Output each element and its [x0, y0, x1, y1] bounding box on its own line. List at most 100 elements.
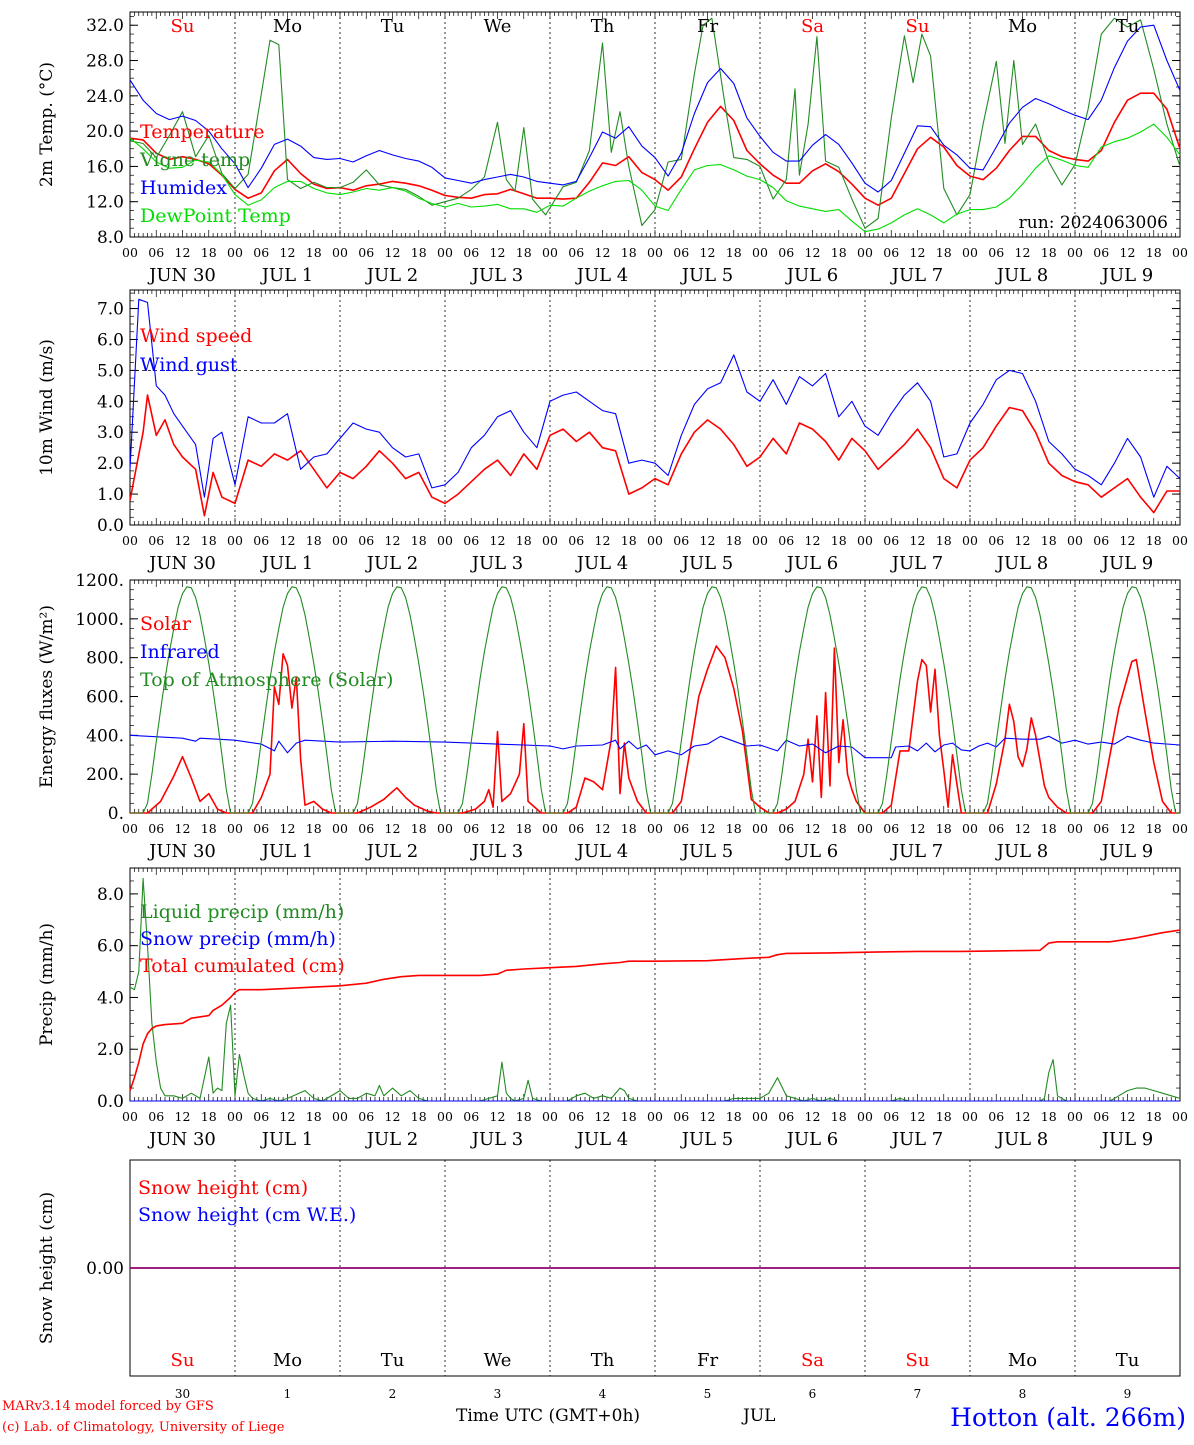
hour-label: 00 — [542, 821, 558, 836]
hour-label: 06 — [148, 533, 164, 548]
hour-label: 00 — [542, 1109, 558, 1124]
hour-label: 12 — [700, 533, 716, 548]
hour-label: 00 — [332, 245, 348, 260]
hour-label: 06 — [673, 245, 689, 260]
hour-label: 18 — [516, 245, 532, 260]
hour-label: 00 — [227, 533, 243, 548]
weekday-label: Su — [906, 16, 930, 37]
series-line — [130, 645, 1180, 814]
day-number: 3 — [494, 1387, 502, 1401]
weekday-label: Mo — [273, 16, 302, 37]
hour-label: 06 — [883, 245, 899, 260]
hour-label: 06 — [148, 245, 164, 260]
hour-label: 12 — [805, 1109, 821, 1124]
hour-label: 12 — [385, 533, 401, 548]
date-label: JUL 2 — [365, 841, 419, 862]
hour-label: 18 — [1041, 533, 1057, 548]
hour-label: 12 — [910, 821, 926, 836]
hour-label: 18 — [516, 821, 532, 836]
hour-label: 12 — [1015, 1109, 1031, 1124]
weekday-label: Tu — [381, 16, 405, 37]
hour-label: 00 — [1172, 1109, 1188, 1124]
series-line — [129, 734, 1181, 759]
weekday-label: Mo — [1008, 1350, 1037, 1371]
weekday-label: We — [484, 1350, 512, 1371]
hour-label: 12 — [700, 245, 716, 260]
hour-label: 00 — [647, 821, 663, 836]
y-tick-label: 16.0 — [86, 157, 124, 177]
panel-1: 8.0 12.0 16.0 20.0 24.0 28.0 32.0 2m Temp. (°C)… — [37, 11, 1188, 286]
run-annotation: run: 2024063006 — [1019, 213, 1168, 233]
hour-label: 00 — [227, 245, 243, 260]
hour-label: 00 — [227, 821, 243, 836]
series-line — [129, 298, 1181, 498]
hour-label: 06 — [988, 1109, 1004, 1124]
hour-label: 12 — [910, 245, 926, 260]
date-label: JUL 1 — [260, 553, 314, 574]
hour-label: 12 — [385, 245, 401, 260]
hour-label: 06 — [463, 533, 479, 548]
date-label: JUL 2 — [365, 265, 419, 286]
hour-label: 12 — [595, 1109, 611, 1124]
legend-entry: Wind gust — [140, 354, 238, 376]
date-label: JUL 3 — [470, 1129, 524, 1150]
hour-label: 00 — [647, 245, 663, 260]
y-tick-label: 1000. — [75, 610, 124, 630]
weekday-label: We — [484, 16, 512, 37]
hour-label: 18 — [1041, 245, 1057, 260]
hour-label: 12 — [385, 1109, 401, 1124]
date-label: JUL 8 — [995, 553, 1049, 574]
hour-label: 06 — [253, 533, 269, 548]
date-label: JUL 2 — [365, 1129, 419, 1150]
hour-label: 18 — [1146, 1109, 1162, 1124]
weekday-label: Th — [591, 16, 615, 37]
panel-2: 0.0 1.0 2.0 3.0 4.0 5.0 6.0 7.0 10m Wind (m/s) Wi… — [37, 289, 1188, 574]
date-label: JUN 30 — [147, 553, 216, 574]
date-label: JUL 4 — [575, 1129, 629, 1150]
weekday-label: Th — [591, 1350, 615, 1371]
hour-label: 12 — [175, 533, 191, 548]
date-label: JUL 8 — [995, 1129, 1049, 1150]
y-tick-label: 32.0 — [86, 16, 124, 36]
hour-label: 00 — [752, 245, 768, 260]
date-label: JUL 6 — [785, 265, 839, 286]
hour-label: 06 — [988, 245, 1004, 260]
legend-entry: Vigne temp — [139, 149, 250, 171]
date-label: JUL 3 — [470, 553, 524, 574]
y-tick-label: 800. — [86, 649, 124, 669]
weekday-label: Sa — [801, 16, 824, 37]
hour-label: 00 — [962, 1109, 978, 1124]
hour-label: 18 — [831, 245, 847, 260]
date-label: JUL 9 — [1100, 553, 1154, 574]
legend-entry: Snow height (cm W.E.) — [138, 1204, 356, 1226]
hour-label: 18 — [936, 821, 952, 836]
month-label: JUL — [743, 1406, 776, 1426]
y-tick-label: 6.0 — [97, 937, 124, 957]
hour-label: 06 — [463, 245, 479, 260]
y-tick-label: 12.0 — [86, 193, 124, 213]
hour-label: 18 — [831, 1109, 847, 1124]
legend-entry: Snow precip (mm/h) — [140, 928, 336, 950]
hour-label: 00 — [857, 821, 873, 836]
panel-4: 0.0 2.0 4.0 6.0 8.0 Precip (mm/h) Liquid preci… — [37, 867, 1188, 1150]
hour-label: 12 — [1015, 533, 1031, 548]
hour-label: 00 — [542, 245, 558, 260]
y-tick-label: 1.0 — [97, 485, 124, 505]
weekday-label: Tu — [1116, 16, 1140, 37]
y-axis-label: Energy fluxes (W/m²) — [37, 605, 57, 788]
hour-label: 18 — [411, 1109, 427, 1124]
hour-label: 06 — [463, 821, 479, 836]
hour-label: 12 — [1120, 821, 1136, 836]
hour-label: 00 — [752, 533, 768, 548]
day-number: 9 — [1124, 1387, 1132, 1401]
hour-label: 18 — [831, 821, 847, 836]
hour-label: 12 — [805, 245, 821, 260]
weekday-label: Tu — [1116, 1350, 1140, 1371]
model-credit: MARv3.14 model forced by GFS — [2, 1399, 214, 1414]
weekday-label: Tu — [381, 1350, 405, 1371]
hour-label: 12 — [490, 1109, 506, 1124]
hour-label: 18 — [1041, 821, 1057, 836]
legend-entry: Solar — [140, 613, 192, 635]
date-label: JUL 5 — [680, 841, 734, 862]
date-label: JUL 7 — [890, 265, 944, 286]
